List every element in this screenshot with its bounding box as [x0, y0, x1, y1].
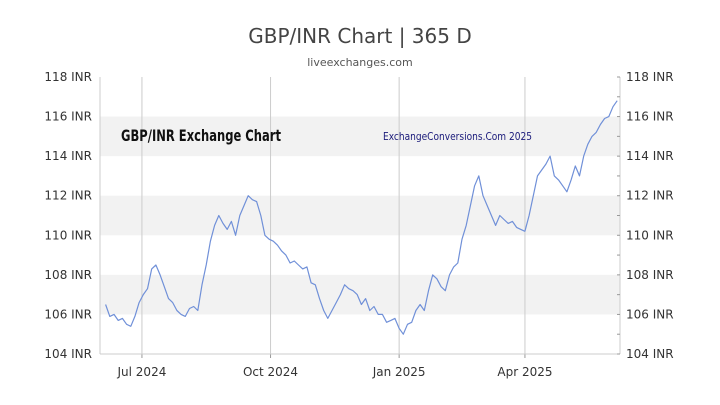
y-tick-label-right: 112 INR [626, 189, 674, 203]
y-tick-label-right: 104 INR [626, 347, 674, 361]
x-tick-label: Oct 2024 [243, 365, 298, 379]
grid-band [100, 274, 620, 315]
watermark-chart-name: GBP/INR Exchange Chart [121, 126, 281, 145]
series-group [105, 100, 618, 335]
y-tick-label-left: 110 INR [44, 228, 92, 242]
x-tick-label: Apr 2025 [497, 365, 552, 379]
horizontal-bands [100, 116, 620, 315]
y-tick-label-left: 118 INR [44, 70, 92, 84]
y-tick-label-left: 104 INR [44, 347, 92, 361]
x-tick-label: Jan 2025 [372, 365, 426, 379]
x-tick-label: Jul 2024 [117, 365, 167, 379]
grid-band [100, 116, 620, 157]
y-tick-label-right: 118 INR [626, 70, 674, 84]
y-tick-label-right: 110 INR [626, 228, 674, 242]
series-line [105, 100, 618, 335]
grid-band [100, 195, 620, 236]
watermark-site: ExchangeConversions.Com 2025 [383, 130, 532, 143]
y-tick-label-right: 114 INR [626, 149, 674, 163]
y-tick-label-left: 114 INR [44, 149, 92, 163]
y-tick-label-right: 106 INR [626, 307, 674, 321]
y-tick-label-left: 116 INR [44, 110, 92, 124]
y-tick-label-right: 116 INR [626, 110, 674, 124]
y-tick-label-left: 106 INR [44, 307, 92, 321]
y-tick-label-left: 108 INR [44, 268, 92, 282]
y-tick-label-left: 112 INR [44, 189, 92, 203]
y-tick-label-right: 108 INR [626, 268, 674, 282]
chart-title: GBP/INR Chart | 365 D [248, 24, 472, 48]
vertical-gridlines [141, 77, 526, 358]
x-axis-labels: Jul 2024 Oct 2024 Jan 2025 Apr 2025 [117, 365, 553, 379]
y-axis-labels: 104 INR 104 INR 106 INR 106 INR 108 INR 108 I… [44, 70, 673, 361]
chart-subtitle: liveexchanges.com [307, 56, 413, 69]
